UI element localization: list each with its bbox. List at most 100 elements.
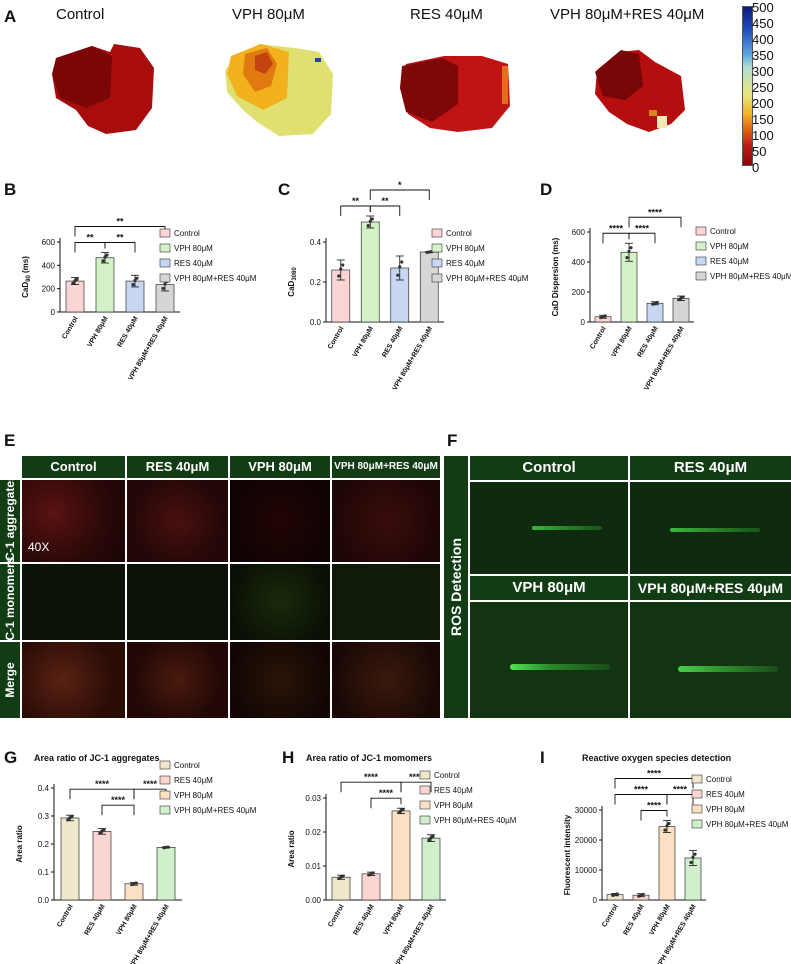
legend-label: RES 40μM <box>710 257 749 266</box>
data-point <box>166 845 170 849</box>
legend-label: Control <box>434 771 460 780</box>
ros-image-combo <box>630 602 791 718</box>
bar <box>361 873 381 901</box>
data-point <box>75 277 79 281</box>
y-tick-label: 0.4 <box>38 784 50 793</box>
jc1-image-merge-control <box>22 642 125 718</box>
y-tick-label: 0.2 <box>310 278 322 287</box>
data-point <box>691 855 695 859</box>
bar <box>672 297 690 323</box>
data-point <box>366 224 370 228</box>
y-axis-label: CaD90 (ms) <box>21 256 32 298</box>
significance-bracket <box>101 804 135 816</box>
panel-label-g: G <box>4 748 18 767</box>
data-point <box>615 892 619 896</box>
legend-label: VPH 80μM+RES 40μM <box>174 806 257 815</box>
legend-label: VPH 80μM <box>434 801 473 810</box>
legend-label: VPH 80μM+RES 40μM <box>434 816 517 825</box>
data-point <box>337 274 341 278</box>
data-point <box>431 834 435 839</box>
legend-swatch <box>159 790 171 800</box>
significance-bracket <box>370 797 402 809</box>
ros-col-combo: VPH 80μM+RES 40μM <box>630 576 791 600</box>
y-tick-label: 400 <box>572 258 586 267</box>
significance-bracket <box>400 781 432 793</box>
y-axis-label-main: CaD <box>287 280 296 296</box>
data-point <box>667 821 671 826</box>
bar <box>421 837 441 901</box>
bar <box>620 251 638 323</box>
significance-label: ** <box>381 196 389 206</box>
legend-label: RES 40μM <box>174 259 213 268</box>
legend-swatch <box>431 228 443 238</box>
legend-label: VPH 80μM <box>710 242 749 251</box>
y-axis-label: CaD Dispersion (ms) <box>551 237 560 316</box>
jc1-image-monomers-res <box>127 564 228 640</box>
panel-label-a: A <box>4 7 17 26</box>
significance-bracket <box>614 778 694 789</box>
bar <box>331 876 351 901</box>
y-tick-label: 600 <box>572 228 586 237</box>
significance-label: **** <box>609 223 624 233</box>
significance-label: **** <box>379 788 394 798</box>
significance-bracket <box>340 205 371 216</box>
x-tick-label: RES 40μM <box>117 315 140 348</box>
legend-label: VPH 80μM <box>174 791 213 800</box>
legend-swatch <box>159 775 171 785</box>
significance-label: **** <box>409 772 424 782</box>
y-axis-label: Fluorescent intensity <box>563 814 572 895</box>
legend-swatch <box>431 258 443 268</box>
significance-bracket <box>74 242 106 253</box>
jc1-image-aggregates-vph <box>230 480 330 562</box>
panel-label-h: H <box>282 748 295 767</box>
jc1-row-aggregates: JC-1 aggregates <box>0 474 20 568</box>
y-tick-label: 0 <box>593 896 598 905</box>
y-tick-label: 0.2 <box>38 840 50 849</box>
jc1-row-aggregates-label: JC-1 aggregates <box>3 474 17 568</box>
legend-label: RES 40μM <box>174 776 213 785</box>
legend-swatch <box>419 815 431 825</box>
data-point <box>66 818 70 822</box>
y-tick-label: 0 <box>51 308 56 317</box>
x-tick-label: Control <box>589 325 608 350</box>
chart-title: Reactive oxygen species detection <box>582 753 731 763</box>
data-point <box>131 282 135 287</box>
colorbar-tick: 150 <box>752 112 774 127</box>
legend-swatch <box>159 805 171 815</box>
significance-label: ** <box>352 196 360 206</box>
colorbar-tick: 50 <box>752 144 767 159</box>
y-axis-label: Area ratio <box>287 830 296 867</box>
data-point <box>641 892 645 897</box>
bar <box>124 883 144 901</box>
significance-label: **** <box>364 772 379 782</box>
data-point <box>98 831 102 835</box>
ros-image-vph <box>470 602 628 718</box>
x-tick-label: Control <box>601 903 620 928</box>
legend-label: VPH 80μM+RES 40μM <box>710 272 791 281</box>
panel-label-i: I <box>540 748 545 767</box>
data-point <box>102 828 106 832</box>
bar <box>92 831 112 901</box>
legend-swatch <box>419 770 431 780</box>
y-axis-label: Area ratio <box>15 825 24 862</box>
legend-label: RES 40μM <box>434 786 473 795</box>
heart-map-combo <box>595 50 685 132</box>
ros-col-control: Control <box>470 456 628 480</box>
jc1-image-monomers-combo <box>332 564 440 640</box>
significance-bracket <box>602 232 630 244</box>
bar <box>60 817 80 901</box>
chart-cad90: CaD90 (ms) 0 200 400 600 Control VPH 80μM RES 4… <box>21 217 257 382</box>
x-tick-label: RES 40μM <box>353 903 376 936</box>
colorbar-tick: 500 <box>752 0 774 15</box>
data-point <box>105 253 109 257</box>
chart-title: Area ratio of JC-1 aggregates <box>34 753 160 763</box>
chart-cad3080: CaD3080 0.0 0.2 0.4 Control VPH 80μM RES 40μM V… <box>287 180 529 390</box>
data-point <box>368 219 372 223</box>
significance-label: ** <box>116 233 124 243</box>
legend-label: VPH 80μM <box>174 244 213 253</box>
data-point <box>371 871 375 875</box>
y-axis-label-main: Fluorescent intensity <box>563 814 572 895</box>
panel-label-f: F <box>447 431 458 450</box>
y-axis-label-sub: 3080 <box>292 267 298 281</box>
data-point <box>163 282 167 286</box>
